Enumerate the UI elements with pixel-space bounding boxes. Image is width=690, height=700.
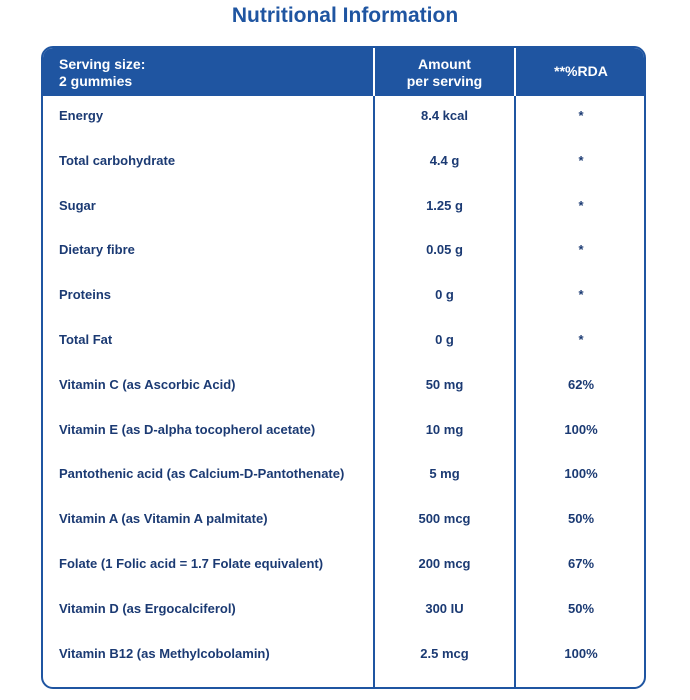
nutrient-name: Vitamin C (as Ascorbic Acid) [59, 376, 236, 392]
nutrient-name: Vitamin E (as D-alpha tocopherol acetate… [59, 421, 316, 437]
table-row: Vitamin B12 (as Methylcobolamin) 2.5 mcg 1… [43, 646, 644, 666]
nutrient-name: Sugar [59, 197, 96, 213]
table-row: Pantothenic acid (as Calcium-D-Pantothen… [43, 466, 644, 486]
nutrient-name: Pantothenic acid (as Calcium-D-Pantothen… [59, 466, 345, 482]
table-row: Total carbohydrate 4.4 g * [43, 153, 644, 173]
nutrient-name: Vitamin B12 (as Methylcobolamin) [59, 645, 270, 661]
rda-value: * [578, 287, 584, 303]
header-amount: Amount per serving [375, 56, 514, 90]
table-row: Folate (1 Folic acid = 1.7 Folate equiva… [43, 556, 644, 576]
nutrient-name: Total Fat [59, 332, 113, 347]
table-header: Serving size: 2 gummies Amount per servi… [43, 48, 644, 96]
amount-per-serving: 8.4 kcal [421, 108, 468, 123]
column-divider [514, 48, 516, 687]
amount-per-serving: 0 g [435, 287, 454, 303]
amount-per-serving: 500 mcg [418, 511, 471, 527]
header-divider [514, 48, 516, 96]
page-title: Nutritional Information [231, 4, 459, 27]
table-row: Vitamin A (as Vitamin A palmitate) 500 mc… [43, 511, 644, 531]
table-row: Vitamin D (as Ergocalciferol) 300 IU 50% [43, 601, 644, 621]
serving-size-label: Serving size: [59, 56, 146, 72]
header-serving-size: Serving size: 2 gummies [59, 56, 359, 90]
amount-per-serving: 50 mg [425, 376, 464, 392]
amount-per-serving: 200 mcg [418, 556, 471, 571]
serving-size-value: 2 gummies [59, 73, 133, 89]
column-divider [373, 48, 375, 687]
table-row: Vitamin C (as Ascorbic Acid) 50 mg 62% [43, 377, 644, 397]
amount-label-line2: per serving [406, 73, 483, 89]
rda-value: * [578, 332, 584, 347]
amount-per-serving: 0 g [435, 332, 454, 347]
table-row: Vitamin E (as D-alpha tocopherol acetate… [43, 422, 644, 442]
amount-per-serving: 1.25 g [426, 197, 463, 213]
rda-value: * [578, 152, 584, 168]
rda-value: 67% [567, 556, 595, 571]
table-row: Energy 8.4 kcal * [43, 108, 644, 128]
rda-value: 62% [567, 376, 595, 392]
table-row: Dietary fibre 0.05 g * [43, 242, 644, 262]
nutrition-table: Serving size: 2 gummies Amount per servi… [41, 46, 646, 689]
amount-label-line1: Amount [418, 56, 471, 72]
rda-value: * [578, 242, 584, 258]
amount-per-serving: 2.5 mcg [420, 645, 469, 661]
nutrient-name: Energy [59, 108, 104, 123]
rda-value: 100% [564, 466, 598, 482]
rda-value: 100% [564, 421, 598, 437]
nutrient-name: Dietary fibre [59, 242, 135, 258]
rda-value: * [578, 108, 584, 123]
table-row: Total Fat 0 g * [43, 332, 644, 352]
rda-value: 50% [567, 600, 595, 616]
amount-per-serving: 10 mg [425, 421, 464, 437]
nutrient-name: Vitamin A (as Vitamin A palmitate) [59, 511, 268, 527]
rda-value: 100% [564, 645, 598, 661]
nutrient-name: Vitamin D (as Ergocalciferol) [59, 600, 236, 616]
table-row: Proteins 0 g * [43, 287, 644, 307]
amount-per-serving: 4.4 g [429, 152, 460, 168]
header-rda: **%RDA [554, 63, 608, 79]
amount-per-serving: 300 IU [425, 600, 464, 616]
header-divider [373, 48, 375, 96]
amount-per-serving: 5 mg [429, 466, 460, 482]
rda-value: * [578, 197, 584, 213]
nutrient-name: Folate (1 Folic acid = 1.7 Folate equiva… [59, 556, 324, 571]
amount-per-serving: 0.05 g [426, 242, 463, 258]
rda-value: 50% [567, 511, 595, 527]
nutrient-name: Proteins [59, 287, 112, 303]
nutrient-name: Total carbohydrate [59, 152, 176, 168]
table-row: Sugar 1.25 g * [43, 198, 644, 218]
